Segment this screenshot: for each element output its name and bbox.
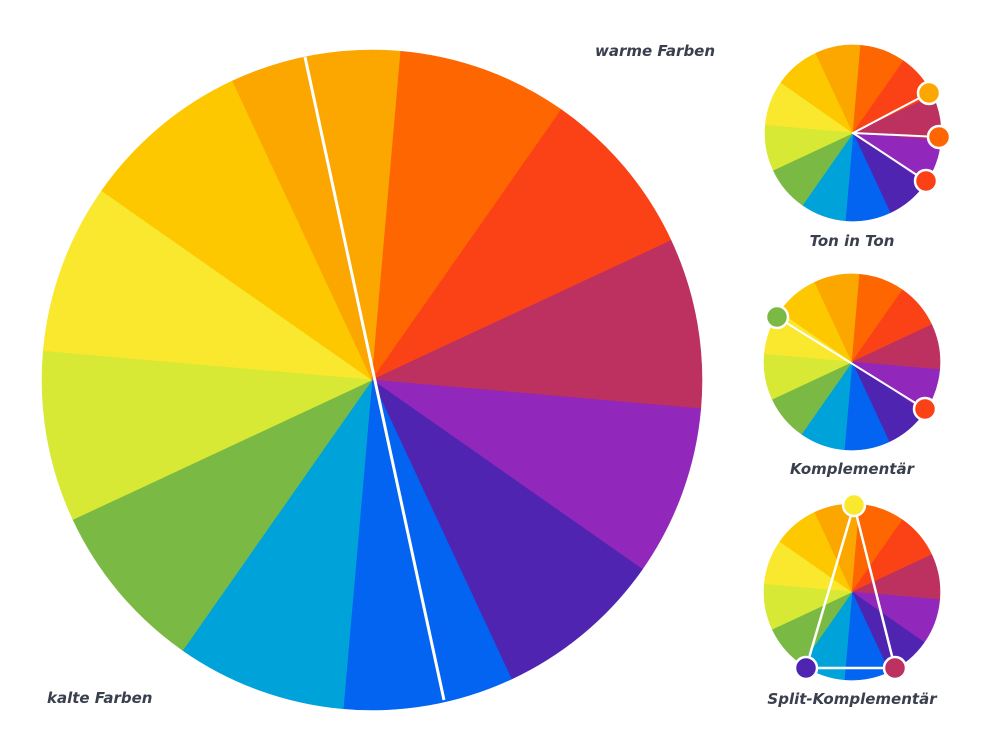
tone-in-tone-wheel bbox=[764, 44, 952, 222]
complementary-wheel bbox=[763, 273, 941, 451]
scheme-marker bbox=[882, 655, 908, 681]
warm-cold-divider bbox=[303, 56, 446, 701]
scheme-line bbox=[852, 92, 930, 134]
wheel-segment bbox=[42, 190, 374, 381]
wheel-segment bbox=[763, 584, 854, 630]
wheel-segment bbox=[370, 379, 702, 570]
scheme-marker bbox=[913, 168, 939, 194]
scheme-triangle bbox=[804, 500, 897, 670]
wheel-segment bbox=[371, 109, 672, 381]
wheel-segment bbox=[182, 378, 373, 710]
scheme-marker bbox=[912, 396, 938, 422]
wheel-segment bbox=[41, 350, 374, 520]
main-color-wheel bbox=[41, 49, 703, 711]
scheme-line bbox=[852, 132, 927, 182]
wheel-segment bbox=[232, 49, 402, 382]
scheme-line bbox=[852, 132, 940, 138]
scheme-marker bbox=[916, 80, 942, 106]
wheel-segment bbox=[370, 240, 703, 410]
wheel-segment bbox=[342, 378, 512, 711]
wheel-segment bbox=[763, 354, 854, 400]
complementary-label: Komplementär bbox=[790, 460, 916, 478]
wheel-segment bbox=[101, 80, 373, 381]
wheel-segment bbox=[72, 379, 373, 651]
tone-in-tone-label: Ton in Ton bbox=[810, 232, 895, 250]
warm-colors-label: warme Farben bbox=[595, 42, 715, 60]
split-complementary-wheel bbox=[763, 492, 941, 681]
scheme-marker bbox=[926, 124, 952, 150]
wheel-segment bbox=[371, 50, 562, 382]
scheme-marker bbox=[764, 304, 790, 330]
wheel-segment bbox=[764, 125, 855, 171]
cold-colors-label: kalte Farben bbox=[47, 689, 152, 707]
scheme-marker bbox=[793, 655, 819, 681]
scheme-line bbox=[776, 316, 926, 410]
scheme-marker bbox=[841, 492, 867, 518]
wheel-segment bbox=[371, 379, 643, 680]
split-complementary-label: Split-Komplementär bbox=[767, 690, 938, 708]
